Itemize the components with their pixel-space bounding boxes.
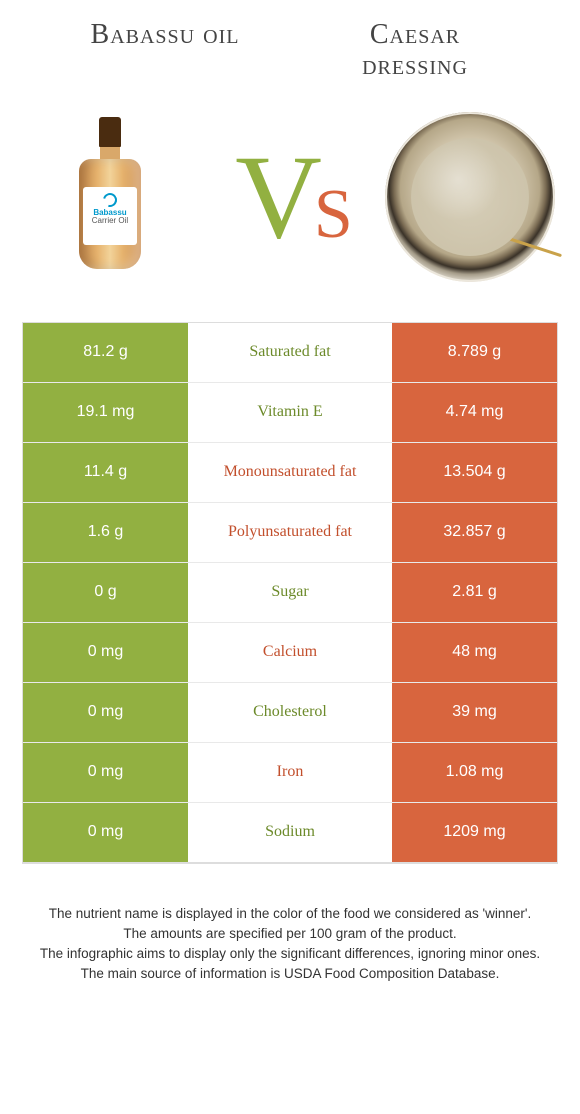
right-value: 1209 mg xyxy=(392,803,557,862)
left-value: 0 mg xyxy=(23,623,188,682)
left-value: 11.4 g xyxy=(23,443,188,502)
nutrient-label: Sodium xyxy=(188,803,392,862)
bowl-icon xyxy=(385,112,555,282)
footnotes: The nutrient name is displayed in the co… xyxy=(0,864,580,985)
footnote-4: The main source of information is USDA F… xyxy=(24,964,556,984)
header: Babassu oil Caesar dressing xyxy=(0,0,580,92)
images-row: Babassu Carrier Oil Vs xyxy=(0,92,580,312)
table-row: 0 gSugar2.81 g xyxy=(23,563,557,623)
footnote-1: The nutrient name is displayed in the co… xyxy=(24,904,556,924)
table-row: 19.1 mgVitamin E4.74 mg xyxy=(23,383,557,443)
right-value: 32.857 g xyxy=(392,503,557,562)
comparison-table: 81.2 gSaturated fat8.789 g19.1 mgVitamin… xyxy=(22,322,558,864)
left-value: 0 mg xyxy=(23,803,188,862)
nutrient-label: Iron xyxy=(188,743,392,802)
title-right: Caesar dressing xyxy=(290,20,540,82)
right-value: 39 mg xyxy=(392,683,557,742)
left-value: 19.1 mg xyxy=(23,383,188,442)
vs-label: Vs xyxy=(235,128,345,266)
vs-s: s xyxy=(314,148,345,259)
right-value: 2.81 g xyxy=(392,563,557,622)
footnote-2: The amounts are specified per 100 gram o… xyxy=(24,924,556,944)
title-right-line2: dressing xyxy=(362,50,468,81)
table-row: 11.4 gMonounsaturated fat13.504 g xyxy=(23,443,557,503)
nutrient-label: Calcium xyxy=(188,623,392,682)
left-value: 0 mg xyxy=(23,683,188,742)
nutrient-label: Polyunsaturated fat xyxy=(188,503,392,562)
title-right-line1: Caesar xyxy=(370,19,460,50)
left-value: 0 mg xyxy=(23,743,188,802)
bottle-label-line2: Carrier Oil xyxy=(92,216,128,225)
right-value: 48 mg xyxy=(392,623,557,682)
table-row: 81.2 gSaturated fat8.789 g xyxy=(23,323,557,383)
nutrient-label: Saturated fat xyxy=(188,323,392,382)
left-value: 1.6 g xyxy=(23,503,188,562)
table-row: 0 mgIron1.08 mg xyxy=(23,743,557,803)
table-row: 0 mgSodium1209 mg xyxy=(23,803,557,863)
bottle-label-line1: Babassu xyxy=(93,208,126,217)
right-image xyxy=(380,107,560,287)
bottle-icon: Babassu Carrier Oil xyxy=(75,117,145,277)
left-value: 0 g xyxy=(23,563,188,622)
footnote-3: The infographic aims to display only the… xyxy=(24,944,556,964)
table-row: 0 mgCholesterol39 mg xyxy=(23,683,557,743)
right-value: 13.504 g xyxy=(392,443,557,502)
nutrient-label: Cholesterol xyxy=(188,683,392,742)
nutrient-label: Vitamin E xyxy=(188,383,392,442)
right-value: 4.74 mg xyxy=(392,383,557,442)
title-left: Babassu oil xyxy=(40,20,290,82)
vs-v: V xyxy=(235,130,314,263)
nutrient-label: Monounsaturated fat xyxy=(188,443,392,502)
right-value: 8.789 g xyxy=(392,323,557,382)
left-value: 81.2 g xyxy=(23,323,188,382)
left-image: Babassu Carrier Oil xyxy=(20,107,200,287)
table-row: 0 mgCalcium48 mg xyxy=(23,623,557,683)
right-value: 1.08 mg xyxy=(392,743,557,802)
table-row: 1.6 gPolyunsaturated fat32.857 g xyxy=(23,503,557,563)
bottle-label: Babassu Carrier Oil xyxy=(83,187,137,245)
nutrient-label: Sugar xyxy=(188,563,392,622)
